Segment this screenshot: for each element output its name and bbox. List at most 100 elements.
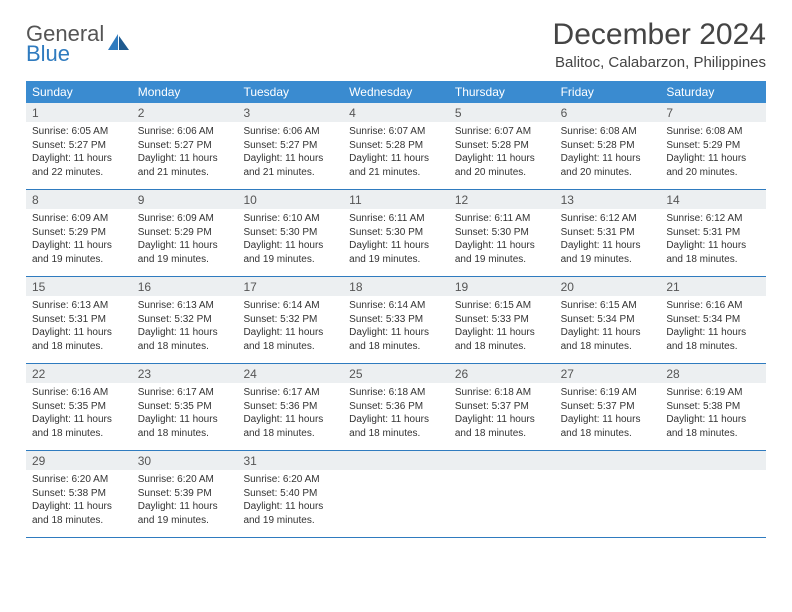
day-header: Saturday bbox=[660, 81, 766, 103]
day-header: Tuesday bbox=[237, 81, 343, 103]
day-cell: 17Sunrise: 6:14 AMSunset: 5:32 PMDayligh… bbox=[237, 277, 343, 363]
day-number: 5 bbox=[449, 103, 555, 122]
day-cell: 19Sunrise: 6:15 AMSunset: 5:33 PMDayligh… bbox=[449, 277, 555, 363]
day-cell: 11Sunrise: 6:11 AMSunset: 5:30 PMDayligh… bbox=[343, 190, 449, 276]
daylight-line: Daylight: 11 hours and 18 minutes. bbox=[32, 413, 126, 440]
day-body: Sunrise: 6:06 AMSunset: 5:27 PMDaylight:… bbox=[237, 122, 343, 185]
sunrise-line: Sunrise: 6:11 AM bbox=[455, 212, 549, 226]
sunset-line: Sunset: 5:30 PM bbox=[455, 226, 549, 240]
day-body: Sunrise: 6:16 AMSunset: 5:35 PMDaylight:… bbox=[26, 383, 132, 446]
sunset-line: Sunset: 5:29 PM bbox=[138, 226, 232, 240]
day-cell bbox=[660, 451, 766, 537]
daylight-line: Daylight: 11 hours and 19 minutes. bbox=[32, 239, 126, 266]
day-cell: 13Sunrise: 6:12 AMSunset: 5:31 PMDayligh… bbox=[555, 190, 661, 276]
day-cell: 16Sunrise: 6:13 AMSunset: 5:32 PMDayligh… bbox=[132, 277, 238, 363]
sunset-line: Sunset: 5:33 PM bbox=[349, 313, 443, 327]
sunset-line: Sunset: 5:37 PM bbox=[455, 400, 549, 414]
day-cell: 28Sunrise: 6:19 AMSunset: 5:38 PMDayligh… bbox=[660, 364, 766, 450]
daylight-line: Daylight: 11 hours and 18 minutes. bbox=[32, 500, 126, 527]
day-body: Sunrise: 6:07 AMSunset: 5:28 PMDaylight:… bbox=[449, 122, 555, 185]
day-number: 27 bbox=[555, 364, 661, 383]
sunset-line: Sunset: 5:28 PM bbox=[455, 139, 549, 153]
day-body: Sunrise: 6:15 AMSunset: 5:33 PMDaylight:… bbox=[449, 296, 555, 359]
day-body: Sunrise: 6:13 AMSunset: 5:31 PMDaylight:… bbox=[26, 296, 132, 359]
day-cell: 7Sunrise: 6:08 AMSunset: 5:29 PMDaylight… bbox=[660, 103, 766, 189]
day-body: Sunrise: 6:13 AMSunset: 5:32 PMDaylight:… bbox=[132, 296, 238, 359]
day-body: Sunrise: 6:14 AMSunset: 5:32 PMDaylight:… bbox=[237, 296, 343, 359]
sunrise-line: Sunrise: 6:06 AM bbox=[243, 125, 337, 139]
sunrise-line: Sunrise: 6:09 AM bbox=[138, 212, 232, 226]
day-number: 11 bbox=[343, 190, 449, 209]
day-cell: 6Sunrise: 6:08 AMSunset: 5:28 PMDaylight… bbox=[555, 103, 661, 189]
day-cell: 10Sunrise: 6:10 AMSunset: 5:30 PMDayligh… bbox=[237, 190, 343, 276]
day-cell: 1Sunrise: 6:05 AMSunset: 5:27 PMDaylight… bbox=[26, 103, 132, 189]
day-number: 25 bbox=[343, 364, 449, 383]
sunset-line: Sunset: 5:34 PM bbox=[666, 313, 760, 327]
day-number: 7 bbox=[660, 103, 766, 122]
day-cell: 25Sunrise: 6:18 AMSunset: 5:36 PMDayligh… bbox=[343, 364, 449, 450]
day-cell: 2Sunrise: 6:06 AMSunset: 5:27 PMDaylight… bbox=[132, 103, 238, 189]
day-cell: 29Sunrise: 6:20 AMSunset: 5:38 PMDayligh… bbox=[26, 451, 132, 537]
day-number bbox=[555, 451, 661, 470]
sunset-line: Sunset: 5:32 PM bbox=[243, 313, 337, 327]
sunrise-line: Sunrise: 6:18 AM bbox=[455, 386, 549, 400]
daylight-line: Daylight: 11 hours and 18 minutes. bbox=[349, 326, 443, 353]
week-row: 29Sunrise: 6:20 AMSunset: 5:38 PMDayligh… bbox=[26, 451, 766, 538]
day-cell: 24Sunrise: 6:17 AMSunset: 5:36 PMDayligh… bbox=[237, 364, 343, 450]
day-cell: 22Sunrise: 6:16 AMSunset: 5:35 PMDayligh… bbox=[26, 364, 132, 450]
day-number: 22 bbox=[26, 364, 132, 383]
daylight-line: Daylight: 11 hours and 21 minutes. bbox=[349, 152, 443, 179]
day-number: 10 bbox=[237, 190, 343, 209]
day-number: 3 bbox=[237, 103, 343, 122]
day-number: 24 bbox=[237, 364, 343, 383]
day-body: Sunrise: 6:09 AMSunset: 5:29 PMDaylight:… bbox=[132, 209, 238, 272]
location: Balitoc, Calabarzon, Philippines bbox=[553, 54, 766, 71]
sunset-line: Sunset: 5:35 PM bbox=[138, 400, 232, 414]
sunrise-line: Sunrise: 6:20 AM bbox=[243, 473, 337, 487]
sunset-line: Sunset: 5:31 PM bbox=[666, 226, 760, 240]
day-number: 14 bbox=[660, 190, 766, 209]
day-number bbox=[449, 451, 555, 470]
sunset-line: Sunset: 5:40 PM bbox=[243, 487, 337, 501]
day-number: 13 bbox=[555, 190, 661, 209]
daylight-line: Daylight: 11 hours and 19 minutes. bbox=[561, 239, 655, 266]
sunset-line: Sunset: 5:30 PM bbox=[349, 226, 443, 240]
day-body: Sunrise: 6:17 AMSunset: 5:35 PMDaylight:… bbox=[132, 383, 238, 446]
day-cell: 5Sunrise: 6:07 AMSunset: 5:28 PMDaylight… bbox=[449, 103, 555, 189]
sunrise-line: Sunrise: 6:17 AM bbox=[243, 386, 337, 400]
day-body: Sunrise: 6:18 AMSunset: 5:36 PMDaylight:… bbox=[343, 383, 449, 446]
sunrise-line: Sunrise: 6:12 AM bbox=[561, 212, 655, 226]
day-header: Friday bbox=[555, 81, 661, 103]
day-header: Monday bbox=[132, 81, 238, 103]
daylight-line: Daylight: 11 hours and 18 minutes. bbox=[666, 326, 760, 353]
daylight-line: Daylight: 11 hours and 18 minutes. bbox=[561, 326, 655, 353]
day-cell: 31Sunrise: 6:20 AMSunset: 5:40 PMDayligh… bbox=[237, 451, 343, 537]
day-cell: 9Sunrise: 6:09 AMSunset: 5:29 PMDaylight… bbox=[132, 190, 238, 276]
day-number: 6 bbox=[555, 103, 661, 122]
sunrise-line: Sunrise: 6:20 AM bbox=[32, 473, 126, 487]
sunset-line: Sunset: 5:38 PM bbox=[32, 487, 126, 501]
daylight-line: Daylight: 11 hours and 18 minutes. bbox=[666, 239, 760, 266]
day-number: 8 bbox=[26, 190, 132, 209]
sunrise-line: Sunrise: 6:10 AM bbox=[243, 212, 337, 226]
day-cell: 23Sunrise: 6:17 AMSunset: 5:35 PMDayligh… bbox=[132, 364, 238, 450]
day-number: 9 bbox=[132, 190, 238, 209]
day-cell: 8Sunrise: 6:09 AMSunset: 5:29 PMDaylight… bbox=[26, 190, 132, 276]
logo: General Blue bbox=[26, 18, 130, 64]
daylight-line: Daylight: 11 hours and 19 minutes. bbox=[349, 239, 443, 266]
sunrise-line: Sunrise: 6:15 AM bbox=[561, 299, 655, 313]
sunrise-line: Sunrise: 6:20 AM bbox=[138, 473, 232, 487]
sunrise-line: Sunrise: 6:06 AM bbox=[138, 125, 232, 139]
daylight-line: Daylight: 11 hours and 21 minutes. bbox=[138, 152, 232, 179]
day-body bbox=[343, 470, 449, 479]
daylight-line: Daylight: 11 hours and 20 minutes. bbox=[666, 152, 760, 179]
daylight-line: Daylight: 11 hours and 18 minutes. bbox=[455, 326, 549, 353]
day-number bbox=[343, 451, 449, 470]
logo-text-blue: Blue bbox=[26, 44, 104, 64]
sunrise-line: Sunrise: 6:17 AM bbox=[138, 386, 232, 400]
sunrise-line: Sunrise: 6:07 AM bbox=[455, 125, 549, 139]
sunset-line: Sunset: 5:34 PM bbox=[561, 313, 655, 327]
sunset-line: Sunset: 5:33 PM bbox=[455, 313, 549, 327]
day-number: 12 bbox=[449, 190, 555, 209]
day-number: 1 bbox=[26, 103, 132, 122]
